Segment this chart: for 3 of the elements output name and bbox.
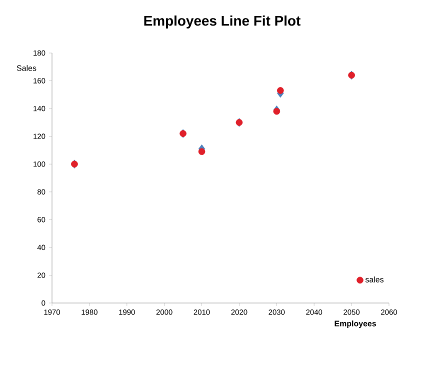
point (198, 148, 206, 156)
chart-title: Employees Line Fit Plot (144, 15, 300, 28)
point (277, 87, 284, 94)
